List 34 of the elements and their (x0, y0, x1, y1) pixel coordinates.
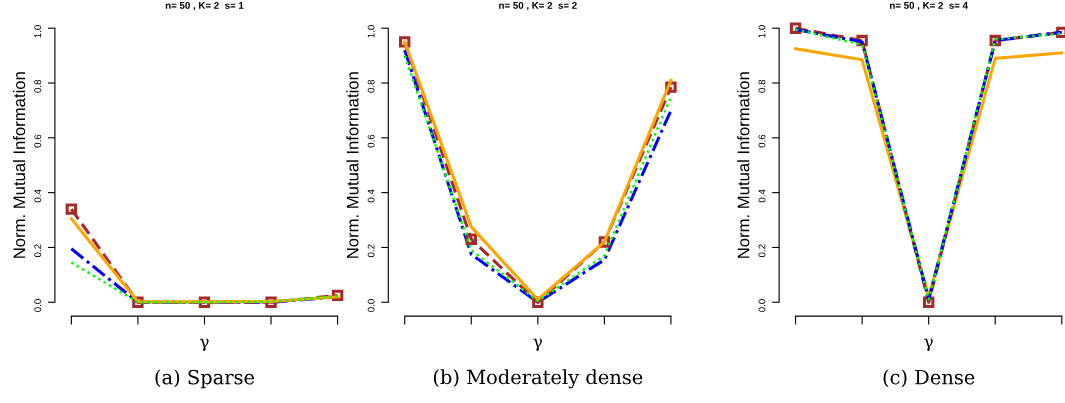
y-tick-label: 0.8 (367, 79, 375, 93)
chart-title: n= 50 , K= 2 s= 2 (499, 1, 577, 11)
text: (b) Moderately dense (433, 369, 643, 389)
chart-title: n= 50 , K= 2 s= 4 (890, 1, 968, 11)
chart-title: n= 50 , K= 2 s= 1 (165, 1, 244, 11)
y-tick-label: 0.2 (367, 244, 375, 258)
y-axis-title: Norm. Mutual Information (346, 72, 359, 258)
y-tick-label: 0.2 (758, 244, 766, 258)
y-tick-label: 1.0 (34, 25, 42, 38)
y-tick-label: 0.4 (34, 189, 42, 203)
point (789, 22, 802, 34)
y-tick-label: 1.0 (758, 25, 766, 38)
y-tick-label: 0.8 (34, 79, 42, 93)
point (65, 203, 78, 215)
y-tick-label: 0.0 (758, 299, 766, 312)
text: (a) Sparse (155, 369, 255, 389)
x-axis-title: γ (200, 338, 209, 351)
y-tick-label: 0.6 (34, 134, 42, 148)
y-tick-label: 0.4 (758, 189, 766, 203)
y-tick-label: 0.6 (367, 134, 375, 148)
x-axis-title: γ (533, 338, 542, 351)
y-tick-label: 0.0 (367, 299, 375, 312)
point (465, 233, 477, 245)
x-axis-title: γ (924, 338, 933, 351)
y-tick-label: 0.0 (34, 299, 42, 312)
y-tick-label: 0.6 (758, 134, 766, 148)
text: (c) Dense (883, 369, 975, 388)
y-tick-label: 1.0 (367, 25, 375, 38)
y-axis-title: Norm. Mutual Information (737, 72, 750, 258)
y-tick-label: 0.2 (34, 244, 42, 258)
y-tick-label: 0.4 (367, 189, 375, 203)
y-tick-label: 0.8 (758, 79, 766, 93)
point (399, 36, 411, 48)
y-axis-title: Norm. Mutual Information (12, 72, 26, 258)
